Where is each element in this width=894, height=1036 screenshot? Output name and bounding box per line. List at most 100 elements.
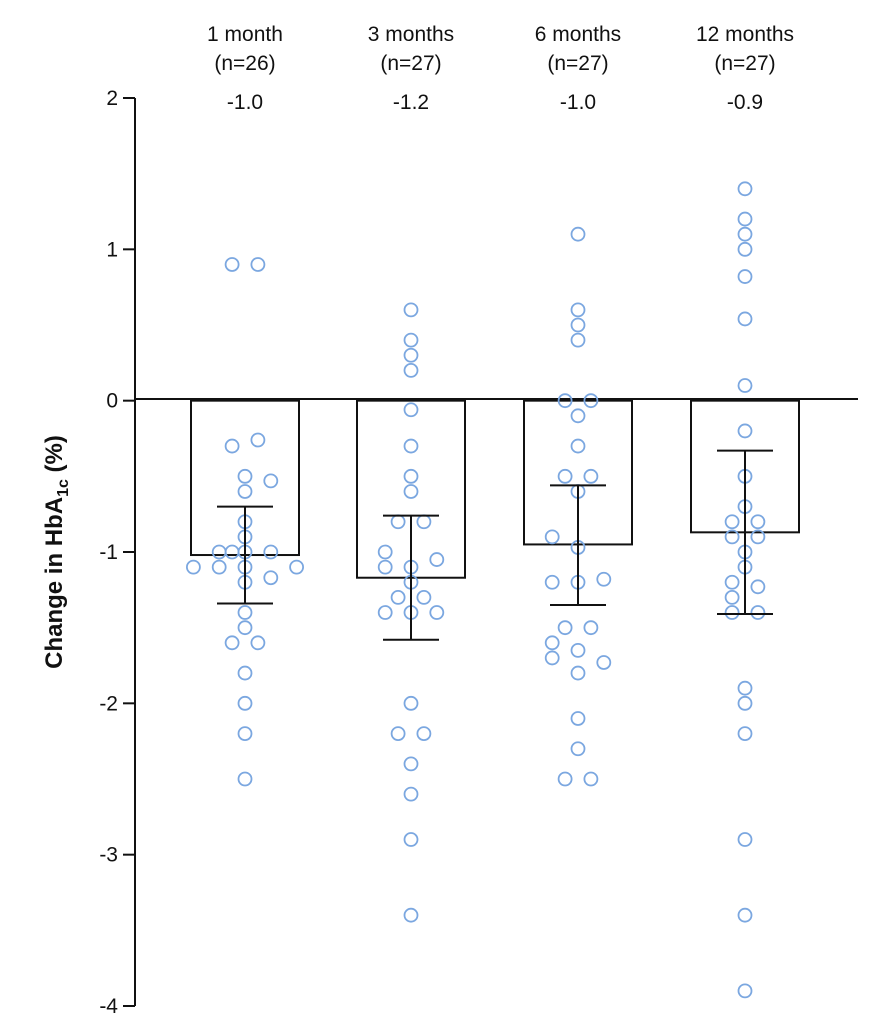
y-tick-label: 2: [106, 87, 118, 110]
data-point: [570, 741, 586, 757]
data-point: [237, 771, 253, 787]
data-point: [237, 484, 253, 499]
data-point: [750, 514, 766, 530]
data-point: [185, 559, 201, 575]
data-point: [250, 432, 266, 448]
data-point: [724, 514, 740, 530]
data-point: [544, 574, 560, 590]
data-point: [403, 695, 419, 711]
y-tick-label: -1: [99, 541, 118, 564]
error-bars: [217, 449, 773, 641]
y-axis-label: Change in HbA1c (%): [41, 435, 72, 669]
data-point: [583, 620, 599, 636]
y-tick-label: -3: [99, 844, 118, 867]
data-point: [724, 529, 740, 545]
category-label: 3 months: [368, 23, 454, 46]
data-point: [403, 302, 419, 318]
data-point: [377, 605, 393, 620]
data-point: [263, 473, 279, 489]
data-point: [237, 620, 253, 636]
sample-size-label: (n=27): [547, 52, 608, 75]
data-point: [557, 393, 573, 409]
data-point: [237, 726, 253, 741]
data-point: [224, 438, 240, 454]
data-point: [737, 423, 753, 439]
y-axis-label-subscript: 1c: [55, 479, 72, 497]
data-point: [737, 226, 753, 242]
data-point: [557, 620, 573, 636]
data-point: [250, 635, 266, 651]
data-point: [583, 771, 599, 787]
data-point: [596, 655, 612, 670]
data-point: [724, 574, 740, 590]
category-headers: 1 month (n=26) -1.0 3 months (n=27) -1.2 6 mon…: [207, 23, 794, 114]
data-point: [390, 590, 406, 605]
data-point: [570, 317, 586, 333]
data-point: [403, 438, 419, 454]
data-points: [185, 181, 766, 999]
y-axis-label-main: Change in HbA: [41, 497, 68, 669]
data-point: [429, 552, 445, 567]
category-label: 12 months: [696, 23, 794, 46]
data-point: [224, 257, 240, 272]
data-point: [570, 642, 586, 658]
data-point: [737, 695, 753, 711]
y-tick-label: 1: [106, 238, 118, 261]
data-point: [403, 362, 419, 378]
data-point: [570, 711, 586, 726]
category-label: 1 month: [207, 23, 283, 46]
data-point: [583, 468, 599, 484]
data-point: [416, 726, 432, 741]
data-point: [403, 332, 419, 348]
data-point: [750, 579, 766, 595]
data-point: [390, 726, 406, 741]
data-point: [403, 468, 419, 484]
data-point: [289, 559, 305, 575]
sample-size-label: (n=27): [380, 52, 441, 75]
data-point: [544, 635, 560, 651]
data-point: [596, 571, 612, 587]
data-point: [250, 257, 266, 272]
data-point: [237, 665, 253, 681]
data-point: [403, 832, 419, 847]
data-point: [237, 605, 253, 620]
data-point: [737, 241, 753, 257]
data-point: [737, 311, 753, 327]
data-point: [224, 635, 240, 651]
data-point: [583, 393, 599, 409]
data-point: [750, 605, 766, 620]
data-point: [377, 559, 393, 575]
y-tick-label: -4: [99, 995, 118, 1018]
data-point: [403, 907, 419, 923]
data-point: [211, 559, 227, 575]
data-point: [570, 226, 586, 242]
data-point: [570, 302, 586, 318]
data-point: [416, 590, 432, 605]
data-point: [429, 605, 445, 620]
data-point: [737, 181, 753, 197]
data-point: [737, 211, 753, 227]
data-point: [737, 907, 753, 923]
mean-value-label: -0.9: [727, 91, 763, 114]
data-point: [737, 680, 753, 696]
data-point: [403, 484, 419, 499]
data-point: [570, 665, 586, 681]
data-point: [263, 544, 279, 560]
data-point: [570, 438, 586, 454]
data-point: [737, 726, 753, 741]
data-point: [544, 529, 560, 545]
data-point: [237, 468, 253, 484]
data-point: [403, 756, 419, 772]
data-point: [724, 590, 740, 605]
data-point: [403, 786, 419, 802]
data-point: [263, 570, 279, 586]
category-label: 6 months: [535, 23, 621, 46]
data-point: [737, 378, 753, 393]
mean-value-label: -1.2: [393, 91, 429, 114]
data-point: [557, 771, 573, 787]
y-axis: 2 1 0 -1 -2 -3 -4: [99, 87, 136, 1018]
data-point: [724, 605, 740, 620]
y-tick-label: 0: [106, 390, 118, 413]
bars: [190, 399, 800, 579]
data-point: [544, 650, 560, 666]
